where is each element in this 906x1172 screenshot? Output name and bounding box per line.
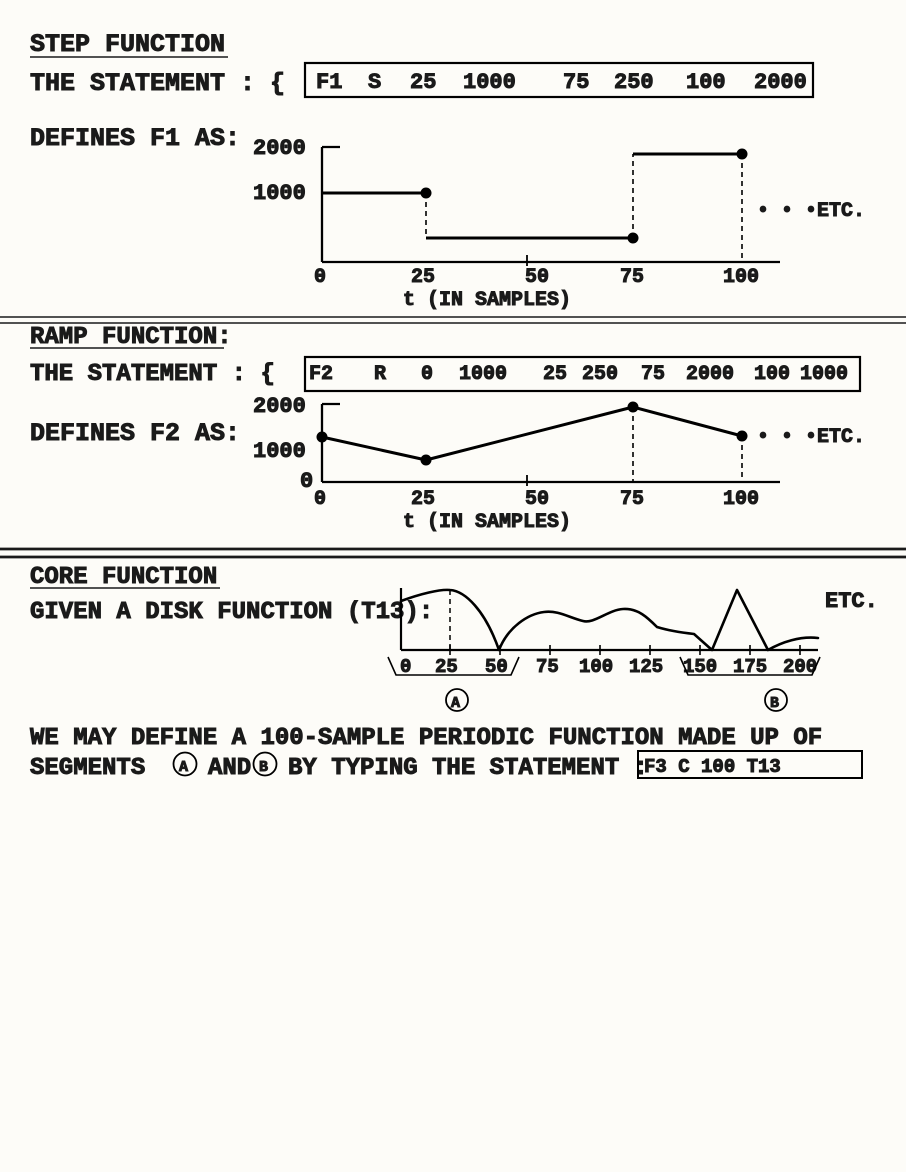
svg-text:F1: F1 xyxy=(316,70,342,95)
svg-text:RAMP FUNCTION:: RAMP FUNCTION: xyxy=(30,324,232,351)
svg-text:F2: F2 xyxy=(309,363,333,386)
svg-text:t (IN SAMPLES): t (IN SAMPLES) xyxy=(403,511,571,534)
svg-text:100: 100 xyxy=(579,656,613,678)
svg-text:R: R xyxy=(374,363,386,386)
svg-text:A: A xyxy=(451,695,460,712)
svg-text:50: 50 xyxy=(525,488,549,511)
svg-text:BY TYPING THE STATEMENT :: BY TYPING THE STATEMENT : xyxy=(288,755,648,782)
svg-text:75: 75 xyxy=(641,363,665,386)
svg-text:2000: 2000 xyxy=(754,70,807,95)
svg-text:75: 75 xyxy=(536,656,559,678)
svg-text:75: 75 xyxy=(620,488,644,511)
svg-text:0: 0 xyxy=(421,363,433,386)
svg-text:B: B xyxy=(259,759,268,776)
svg-text:250: 250 xyxy=(582,363,618,386)
svg-text:100: 100 xyxy=(723,266,759,289)
svg-text:F3 C 100 T13: F3 C 100 T13 xyxy=(644,756,781,778)
svg-text:DEFINES F1 AS:: DEFINES F1 AS: xyxy=(30,124,240,153)
svg-text:100: 100 xyxy=(754,363,790,386)
svg-text:2000: 2000 xyxy=(253,136,306,161)
svg-text:1000: 1000 xyxy=(800,363,848,386)
svg-text:SEGMENTS: SEGMENTS xyxy=(30,755,145,782)
svg-text:B: B xyxy=(770,695,779,712)
svg-text:2000: 2000 xyxy=(686,363,734,386)
svg-text:ETC.: ETC. xyxy=(825,589,878,614)
svg-text:0: 0 xyxy=(300,469,313,494)
svg-text:WE MAY DEFINE A 100-SAMPLE PE: WE MAY DEFINE A 100-SAMPLE PERIODIC FUNC… xyxy=(30,725,822,752)
svg-text:1000: 1000 xyxy=(253,439,306,464)
svg-text:0: 0 xyxy=(314,488,326,511)
svg-text:100: 100 xyxy=(723,488,759,511)
svg-text:100: 100 xyxy=(686,70,726,95)
svg-text:DEFINES F2 AS:: DEFINES F2 AS: xyxy=(30,419,240,448)
svg-text:A: A xyxy=(179,759,188,776)
svg-text:75: 75 xyxy=(620,266,644,289)
svg-text:75: 75 xyxy=(563,70,589,95)
svg-text:STEP FUNCTION: STEP FUNCTION xyxy=(30,30,225,59)
svg-text:125: 125 xyxy=(629,656,663,678)
svg-text:50: 50 xyxy=(525,266,549,289)
svg-text:25: 25 xyxy=(410,70,436,95)
svg-text:2000: 2000 xyxy=(253,394,306,419)
svg-text:S: S xyxy=(368,70,381,95)
svg-text:• • •ETC.: • • •ETC. xyxy=(757,200,865,223)
svg-text:THE STATEMENT : {: THE STATEMENT : { xyxy=(30,69,285,98)
svg-text:25: 25 xyxy=(543,363,567,386)
svg-text:t (IN SAMPLES): t (IN SAMPLES) xyxy=(403,289,571,312)
svg-text:GIVEN A DISK FUNCTION (T13):: GIVEN A DISK FUNCTION (T13): xyxy=(30,599,433,626)
svg-text:1000: 1000 xyxy=(463,70,516,95)
svg-text:25: 25 xyxy=(411,488,435,511)
svg-text:AND: AND xyxy=(208,755,251,782)
svg-text:THE STATEMENT : {: THE STATEMENT : { xyxy=(30,361,275,388)
svg-text:1000: 1000 xyxy=(253,181,306,206)
svg-text:1000: 1000 xyxy=(459,363,507,386)
svg-text:CORE FUNCTION: CORE FUNCTION xyxy=(30,564,217,591)
svg-text:25: 25 xyxy=(411,266,435,289)
svg-text:0: 0 xyxy=(314,266,326,289)
svg-text:250: 250 xyxy=(614,70,654,95)
svg-text:• • •ETC.: • • •ETC. xyxy=(757,426,865,449)
